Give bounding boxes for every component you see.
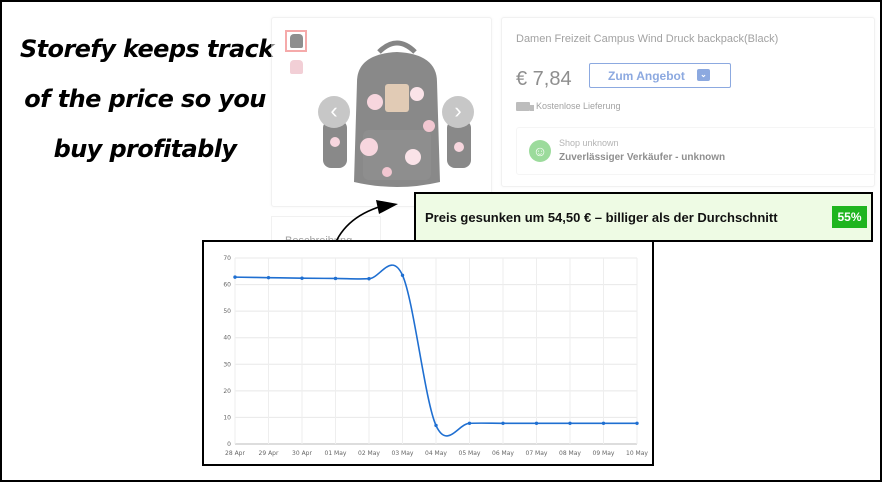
thumbnail-black-backpack[interactable]: [285, 30, 307, 52]
price-point: [534, 421, 539, 425]
x-tick-label: 03 May: [392, 450, 414, 457]
price-chart-svg: 0 10 20 30 40 50 60 70 28 Apr 29 Apr 30 Apr 01 May 0…: [223, 255, 648, 457]
y-tick-label: 0: [227, 441, 231, 448]
offer-button-label: Zum Angebot: [608, 68, 685, 83]
seller-box: ☺ Shop unknown Zuverlässiger Verkäufer -…: [516, 127, 876, 175]
seller-rating: Zuverlässiger Verkäufer - unknown: [559, 152, 726, 163]
shipping-info: Kostenlose Lieferung: [516, 101, 621, 111]
x-tick-label: 01 May: [325, 450, 347, 457]
x-tick-label: 29 Apr: [259, 450, 279, 457]
chevron-right-icon[interactable]: ›: [442, 96, 474, 128]
x-tick-label: 06 May: [492, 450, 514, 457]
smiley-icon: ☺: [529, 140, 551, 162]
savings-percent-badge: 55%: [832, 206, 867, 228]
price-point: [400, 273, 405, 277]
x-tick-label: 04 May: [425, 450, 447, 457]
y-tick-label: 60: [223, 282, 231, 289]
x-tick-label: 30 Apr: [292, 450, 312, 457]
product-title: Damen Freizeit Campus Wind Druck backpac…: [516, 33, 779, 45]
x-tick-label: 02 May: [358, 450, 380, 457]
backpack-black-thumbnail-icon: [289, 34, 303, 48]
y-tick-label: 10: [223, 414, 231, 421]
y-tick-label: 50: [223, 308, 231, 315]
price-point: [434, 423, 438, 428]
price-drop-text: Preis gesunken um 54,50 € – billiger als…: [425, 210, 778, 225]
shop-name: Shop unknown: [559, 138, 619, 148]
x-tick-label: 10 May: [626, 450, 648, 457]
price-point: [367, 277, 371, 281]
price-point: [300, 276, 304, 280]
product-gallery: ‹ ›: [271, 17, 492, 207]
tagline-line-3: buy profitably: [53, 135, 237, 163]
price-point: [601, 421, 606, 425]
x-tick-label: 05 May: [459, 450, 481, 457]
tagline-line-1: Storefy keeps track: [20, 35, 274, 63]
x-tick-label: 09 May: [593, 450, 615, 457]
tagline-line-2: of the price so you: [24, 85, 266, 113]
price-point: [635, 421, 639, 425]
chevron-left-icon[interactable]: ‹: [318, 96, 350, 128]
y-tick-label: 70: [223, 255, 231, 262]
x-tick-label: 07 May: [526, 450, 548, 457]
tagline: Storefy keeps track of the price so you …: [20, 24, 274, 174]
y-tick-label: 20: [223, 388, 231, 395]
go-to-offer-button[interactable]: Zum Angebot ⌄: [589, 63, 731, 88]
y-tick-label: 30: [223, 361, 231, 368]
x-tick-label: 28 Apr: [225, 450, 245, 457]
price-point: [568, 421, 572, 425]
price-point: [266, 275, 271, 280]
chevron-down-icon: ⌄: [697, 69, 710, 81]
y-tick-label: 40: [223, 335, 231, 342]
price-drop-alert: Preis gesunken um 54,50 € – billiger als…: [414, 192, 873, 242]
price-point: [333, 276, 338, 281]
product-info-card: Damen Freizeit Campus Wind Druck backpac…: [501, 17, 876, 187]
price-history-chart: 0 10 20 30 40 50 60 70 28 Apr 29 Apr 30 Apr 01 May 0…: [202, 240, 654, 466]
x-tick-label: 08 May: [559, 450, 581, 457]
shipping-label: Kostenlose Lieferung: [536, 101, 621, 111]
product-image: [323, 40, 471, 187]
truck-icon: [516, 101, 534, 111]
price-point: [233, 275, 237, 279]
thumbnail-pink-backpack[interactable]: [285, 56, 307, 78]
backpack-pink-thumbnail-icon: [289, 60, 303, 74]
price-point: [501, 421, 505, 425]
price-point: [467, 421, 472, 425]
product-price: € 7,84: [516, 68, 572, 90]
